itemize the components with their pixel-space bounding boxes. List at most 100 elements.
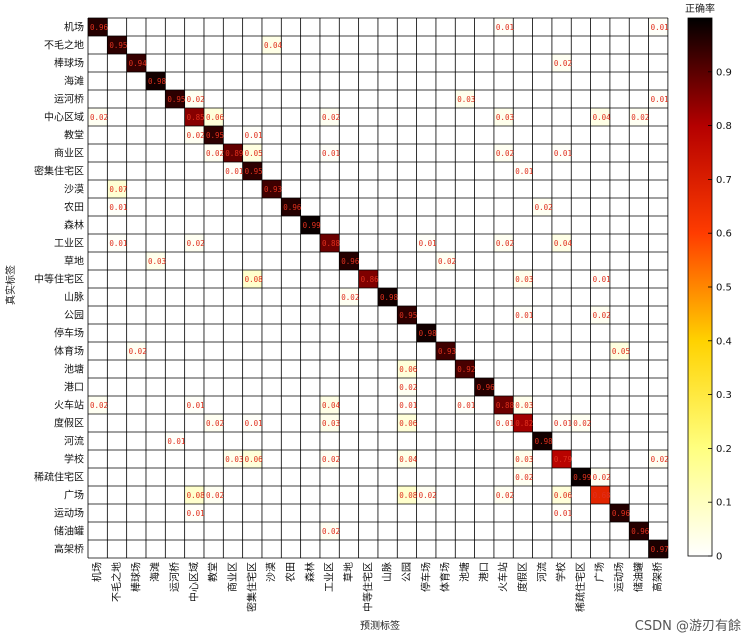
row-label: 中心区域 [44,111,84,124]
cell-value-label: 0.05 [245,149,263,158]
colorbar-tick-label: 0.3 [716,390,732,401]
row-label: 森林 [64,219,84,232]
cell-value-label: 0.97 [651,545,669,554]
colorbar-tick-label: 0.1 [716,498,732,509]
cell-value-label: 0.88 [496,401,515,410]
heatmap-cell [242,414,262,432]
colorbar-tick-label: 0.4 [716,336,732,347]
row-label: 度假区 [54,417,84,430]
column-label: 度假区 [516,562,529,592]
heatmap-cell [648,450,668,468]
heatmap-cell [184,486,204,504]
heatmap-cell [590,486,610,504]
heatmap-cell [319,234,340,252]
cell-value-label: 0.95 [245,167,263,176]
cell-value-label: 0.02 [399,383,417,392]
heatmap-cell [145,252,166,270]
row-label: 棒球场 [54,57,84,70]
heatmap-cell [416,324,436,342]
column-label: 教堂 [207,562,220,582]
cell-value-label: 0.94 [129,59,148,68]
cell-value-label: 0.02 [90,113,108,122]
cell-value-label: 0.02 [515,473,533,482]
cell-value-label: 0.01 [515,167,533,176]
heatmap-cell [551,486,572,504]
row-label: 运河桥 [54,94,84,106]
column-label: 山脉 [381,562,394,582]
cell-value-label: 0.02 [593,311,611,320]
cell-value-label: 0.02 [206,491,224,500]
column-label: 稀疏住宅区 [574,562,587,612]
cell-value-label: 0.01 [399,401,417,410]
cell-value-label: 0.04 [399,455,418,464]
watermark: CSDN @游刃有餘 [634,619,741,634]
column-label: 不毛之地 [110,562,123,602]
heatmap-cell [203,486,224,504]
heatmap-cell [107,234,127,252]
row-label: 草地 [64,255,84,268]
cell-value-label: 0.02 [419,491,437,500]
column-label: 中心区域 [187,562,200,602]
heatmap-cell [88,108,108,126]
row-label: 池塘 [64,363,84,376]
heatmap-cell [397,486,417,504]
heatmap-cell [590,468,610,486]
cell-value-label: 0.01 [109,203,127,212]
cell-value-label: 0.02 [573,419,591,428]
colorbar-tick-label: 0.9 [716,67,732,78]
heatmap-cell [493,396,514,414]
column-label: 棒球场 [129,562,142,592]
cell-value-label: 0.89 [225,149,243,158]
cell-value-label: 0.06 [554,491,573,500]
heatmap-cell [165,432,185,450]
cell-value-label: 0.99 [303,221,321,230]
row-label: 公园 [64,310,84,322]
cell-value-label: 0.03 [496,113,514,122]
cell-value-label: 0.96 [283,203,302,212]
heatmap-cell [242,162,262,180]
heatmap-cell [551,414,572,432]
row-label: 商业区 [54,147,84,160]
cell-value-label: 0.02 [438,257,456,266]
cell-value-label: 0.01 [593,275,611,284]
column-label: 池塘 [458,562,471,582]
heatmap-cell [648,540,668,558]
cell-value-label: 0.04 [554,239,573,248]
heatmap-cell [184,126,204,144]
heatmap-cell [590,108,610,126]
column-label: 工业区 [324,562,336,592]
colorbar-tick-label: 0.2 [716,444,732,455]
cell-value-label: 0.01 [651,23,669,32]
row-label: 河流 [64,435,84,448]
cell-value-label: 0.03 [148,257,166,266]
row-label: 火车站 [54,399,84,412]
row-label: 不毛之地 [44,39,84,52]
heatmap-cell [242,144,262,162]
heatmap-cell [107,36,127,54]
heatmap-cell [493,486,514,504]
y-axis-label: 真实标签 [4,265,17,305]
cell-value-label: 0.08 [245,275,264,284]
cell-value-label: 0.02 [535,203,553,212]
heatmap-cell [648,18,668,36]
cell-value-label: 0.01 [496,419,514,428]
heatmap-cell [571,414,591,432]
cell-value-label: 0.96 [477,383,496,392]
heatmap-cell [551,144,572,162]
heatmap-cell [242,126,262,144]
heatmap-cell [571,468,591,486]
cell-value-label: 0.04 [322,401,341,410]
cell-value-label: 0.01 [651,95,669,104]
cell-value-label: 0.82 [515,419,533,428]
cell-value-label: 0.92 [457,365,475,374]
heatmap-cell [551,54,572,72]
column-label: 储油罐 [632,562,645,592]
column-label: 港口 [478,562,490,582]
cell-value-label: 0.88 [322,239,341,248]
heatmap-gridlines [87,17,669,559]
heatmap-cell [397,396,417,414]
heatmap-cell [629,108,649,126]
heatmap-cell [281,198,301,216]
column-label: 停车场 [419,562,432,592]
